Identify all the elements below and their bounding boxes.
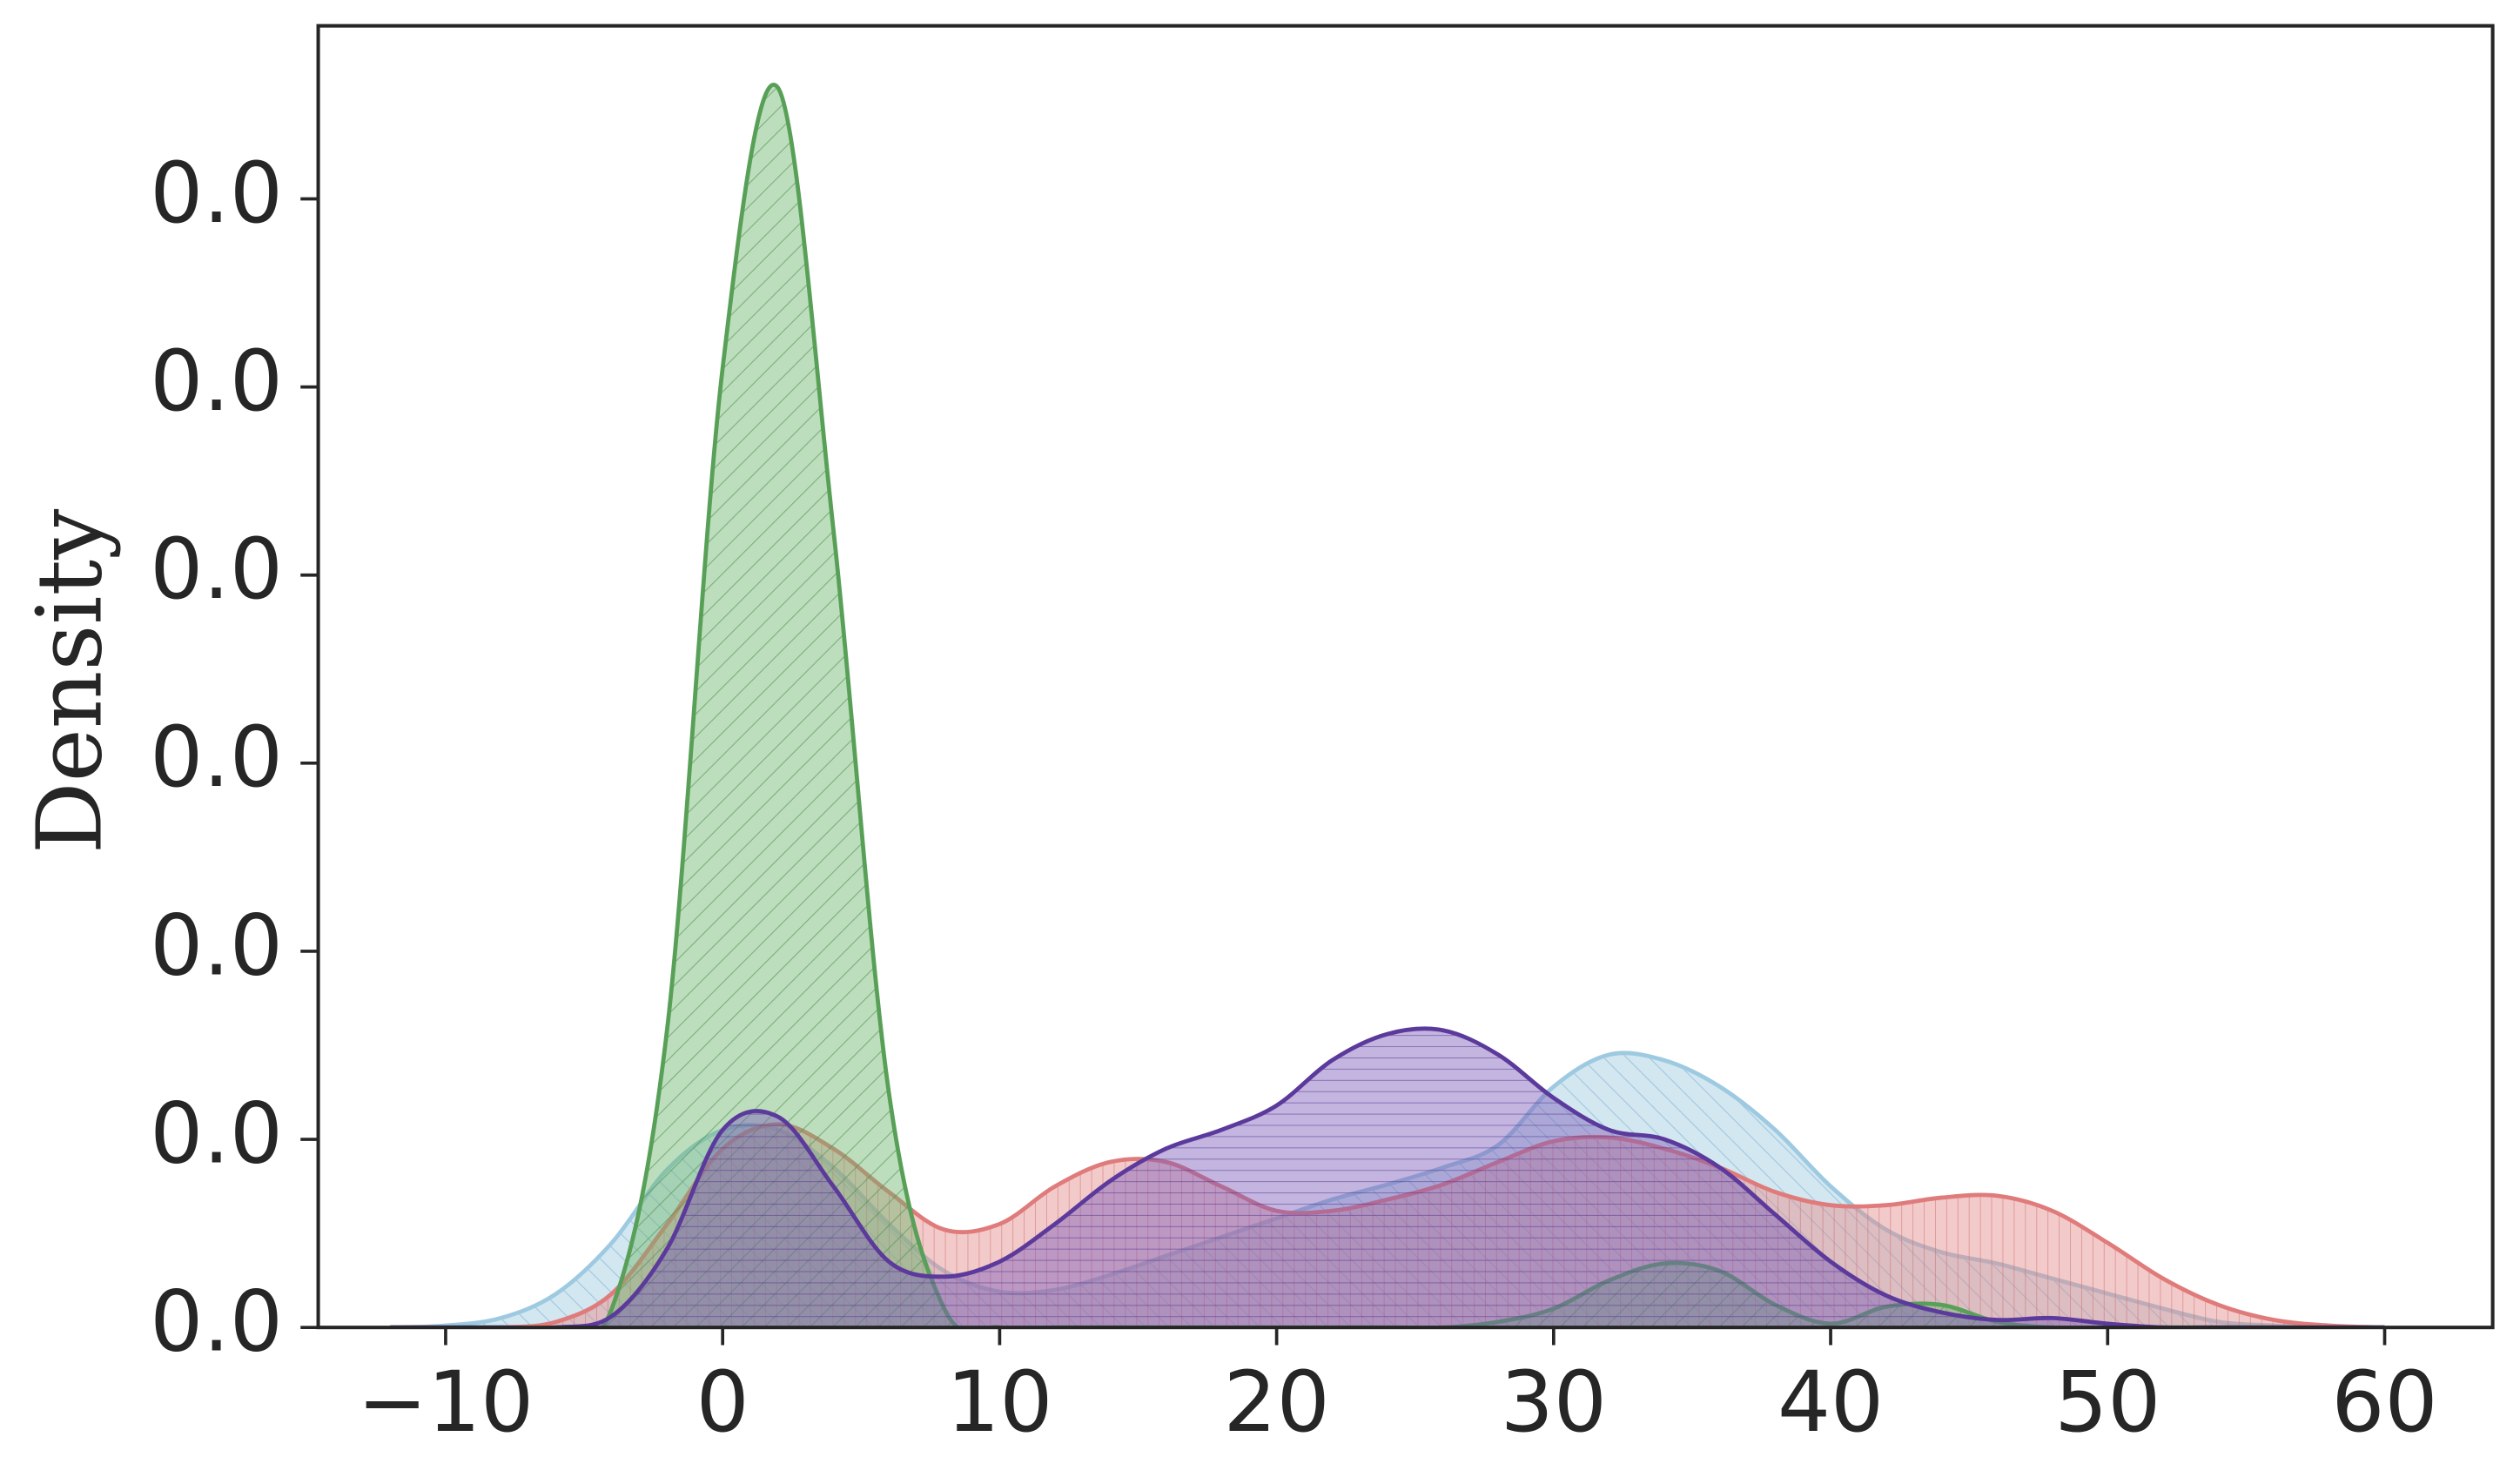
x-tick-label: 50 bbox=[2054, 1353, 2160, 1451]
y-tick-label: 0.0 bbox=[150, 144, 283, 242]
axes-frame bbox=[316, 23, 2495, 1330]
y-tick-label: 0.0 bbox=[150, 1273, 283, 1371]
x-tick-label: 0 bbox=[696, 1353, 749, 1451]
y-tick-label: 0.0 bbox=[150, 708, 283, 806]
x-tick-label: 20 bbox=[1224, 1353, 1330, 1451]
x-tick-label: 10 bbox=[946, 1353, 1052, 1451]
y-tick-label: 0.0 bbox=[150, 1084, 283, 1182]
density-line bbox=[390, 83, 2385, 1328]
density-hatch bbox=[390, 1028, 2385, 1328]
x-tick-label: −10 bbox=[358, 1353, 534, 1451]
x-tick-label: 40 bbox=[1777, 1353, 1884, 1451]
x-tick-label: 30 bbox=[1501, 1353, 1607, 1451]
plot-area bbox=[390, 83, 2385, 1328]
y-tick-label: 0.0 bbox=[150, 896, 283, 994]
y-tick-label: 0.0 bbox=[150, 520, 283, 618]
y-tick-label: 0.0 bbox=[150, 332, 283, 430]
y-axis-label: Density bbox=[17, 508, 122, 854]
density-hatch bbox=[390, 84, 2385, 1328]
density-line bbox=[390, 1026, 2385, 1328]
x-tick-label: 60 bbox=[2331, 1353, 2437, 1451]
